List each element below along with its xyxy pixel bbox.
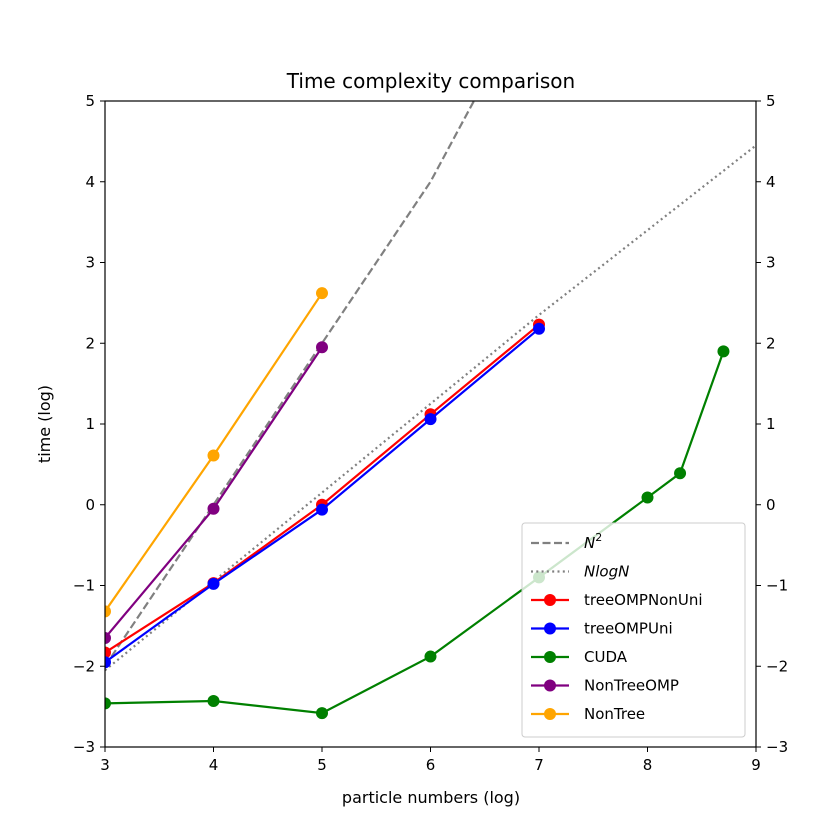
data-point-cuda [641, 491, 654, 504]
x-axis-label: particle numbers (log) [342, 788, 520, 807]
y-tick-label-right: −2 [766, 657, 788, 675]
data-point-cuda [105, 697, 111, 710]
x-tick-label: 6 [426, 756, 436, 774]
y-tick-label-left: 5 [85, 92, 95, 110]
legend-marker-cuda [544, 651, 556, 663]
data-point-cuda [717, 345, 730, 358]
y-tick-label-right: 5 [766, 92, 776, 110]
chart-title: Time complexity comparison [286, 69, 575, 93]
data-point-cuda [424, 650, 437, 663]
series-line-cuda [105, 350, 725, 715]
x-tick-label: 5 [317, 756, 327, 774]
legend-marker-nontree [544, 708, 556, 720]
data-point-nontreeomp [316, 341, 328, 354]
y-tick-label-left: −1 [73, 577, 95, 595]
legend-label-nontree: NonTree [584, 705, 645, 723]
legend-marker-treeompnonuni [544, 594, 556, 606]
legend-marker-treeompuni [544, 622, 556, 635]
data-point-treeompuni [424, 413, 437, 426]
y-tick-label-left: 4 [85, 173, 95, 191]
y-tick-label-left: 2 [85, 334, 95, 352]
data-point-nontree [105, 605, 111, 618]
data-point-treeompnonuni [105, 646, 111, 659]
data-point-cuda [674, 467, 687, 480]
y-tick-label-left: 0 [85, 496, 95, 514]
x-tick-label: 4 [209, 756, 219, 774]
legend: N2 NlogN treeOMPNonUni treeOMPUni CUDA NonTre… [521, 522, 746, 738]
series-line-treeompnonuni [105, 323, 540, 654]
y-axis-label: time (log) [35, 385, 54, 463]
y-tick-label-left: 3 [85, 254, 95, 272]
y-tick-label-right: 3 [766, 254, 776, 272]
legend-label-nlogn: NlogN [584, 563, 629, 581]
y-tick-label-right: −3 [766, 738, 788, 756]
legend-box [521, 522, 746, 738]
x-tick-label: 9 [751, 756, 761, 774]
legend-label-nontreeomp: NonTreeOMP [584, 677, 679, 695]
y-tick-label-right: 2 [766, 334, 776, 352]
series-nontree [105, 287, 328, 618]
data-point-treeompuni [207, 577, 220, 590]
data-point-nontreeomp [207, 502, 220, 515]
y-tick-label-right: 4 [766, 173, 776, 191]
data-point-treeompuni [316, 503, 328, 516]
plot-area [105, 101, 756, 720]
x-tick-label: 3 [100, 756, 110, 774]
y-tick-label-right: 1 [766, 415, 776, 433]
x-tick-label: 8 [643, 756, 653, 774]
data-point-cuda [316, 707, 328, 720]
y-tick-label-left: −2 [73, 657, 95, 675]
series-line-nontreeomp [105, 346, 323, 639]
data-point-nontree [316, 287, 328, 300]
series-nontreeomp [105, 341, 328, 644]
data-point-nontree [207, 449, 220, 462]
series-treeompnonuni [105, 318, 545, 659]
series-treeompuni [105, 322, 545, 669]
legend-label-treeompuni: treeOMPUni [584, 620, 673, 638]
y-tick-label-right: 0 [766, 496, 776, 514]
data-point-cuda [207, 694, 220, 707]
y-tick-label-left: 1 [85, 415, 95, 433]
reference-line-nlogn [105, 144, 756, 672]
legend-label-cuda: CUDA [584, 648, 628, 666]
data-point-nontreeomp [105, 631, 111, 644]
data-point-treeompuni [533, 322, 545, 335]
legend-label-n2: N2 [584, 531, 602, 552]
plot-clip-group [105, 101, 756, 720]
legend-label-treeompnonuni: treeOMPNonUni [584, 591, 703, 609]
y-tick-label-left: −3 [73, 738, 95, 756]
axes: 3 4 5 6 7 8 9 −3 −3 −2 −2 −1 −1 0 0 1 1 2 2 3 3 4 4 5 5 [73, 92, 788, 774]
reference-line-n2 [105, 101, 475, 667]
y-tick-label-right: −1 [766, 577, 788, 595]
legend-marker-nontreeomp [544, 679, 556, 692]
data-point-treeompuni [105, 656, 111, 669]
x-tick-label: 7 [534, 756, 544, 774]
